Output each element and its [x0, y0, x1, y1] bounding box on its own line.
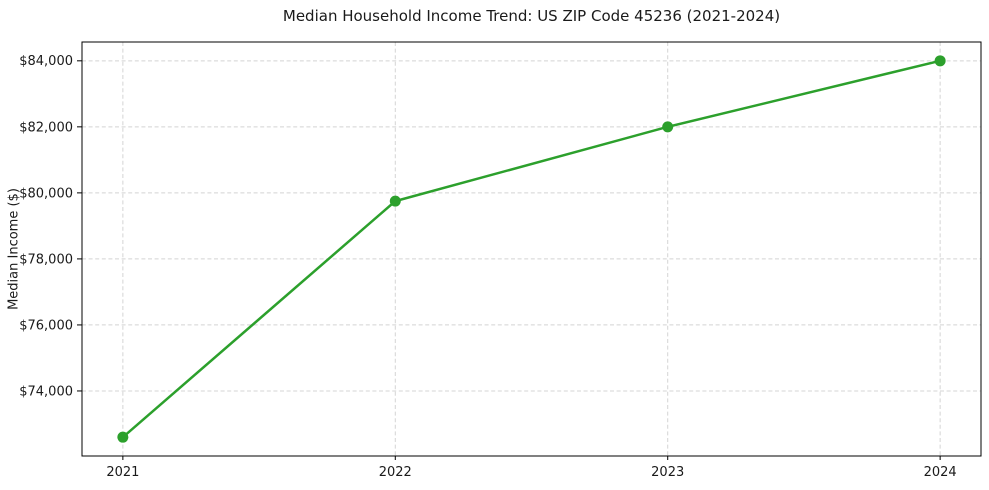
x-tick-label: 2021: [106, 465, 139, 480]
y-tick-label: $78,000: [19, 252, 73, 267]
y-tick-label: $74,000: [19, 384, 73, 399]
data-point-marker: [662, 121, 674, 133]
data-point-marker: [934, 55, 946, 67]
y-tick-label: $80,000: [19, 186, 73, 201]
x-tick-label: 2023: [651, 465, 684, 480]
y-tick-label: $84,000: [19, 54, 73, 69]
x-tick-label: 2024: [924, 465, 957, 480]
chart-title: Median Household Income Trend: US ZIP Co…: [282, 7, 781, 25]
axes-box: [81, 41, 982, 457]
y-tick-label: $76,000: [19, 318, 73, 333]
x-tick-label: 2022: [379, 465, 412, 480]
data-point-marker: [389, 195, 401, 207]
income-trend-line: [121, 59, 942, 439]
data-point-marker: [117, 431, 129, 443]
y-tick-label: $82,000: [19, 120, 73, 135]
